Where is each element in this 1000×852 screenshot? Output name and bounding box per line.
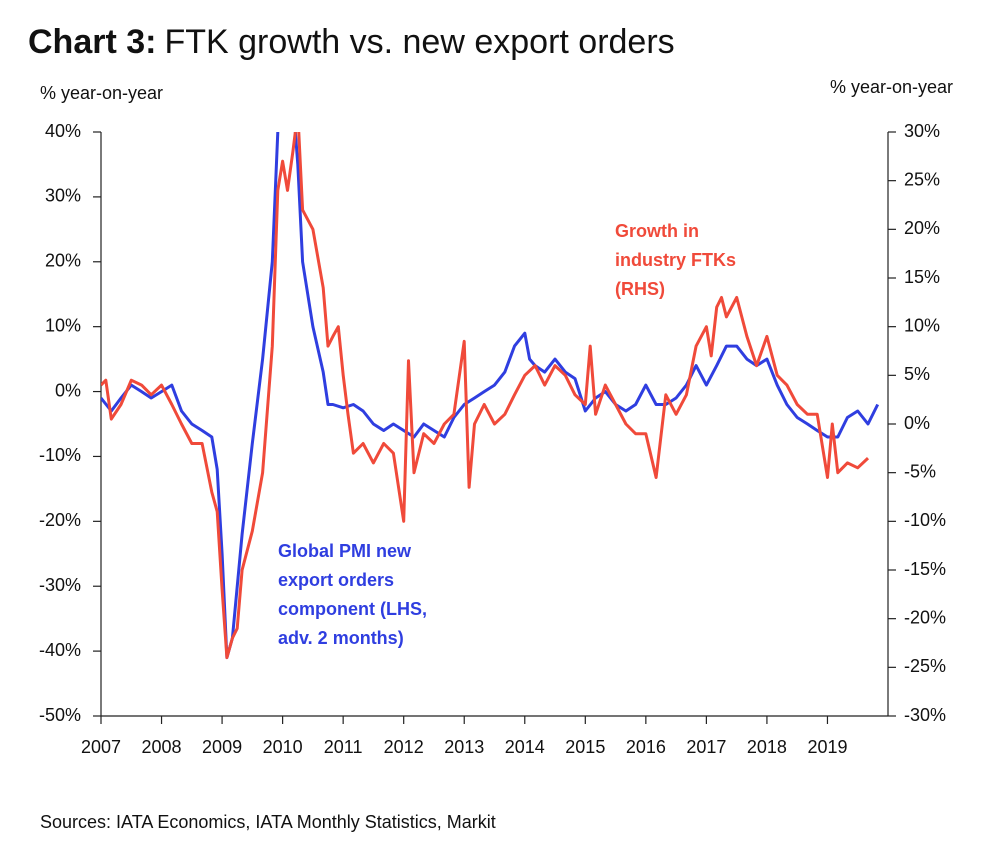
x-tick-label: 2008 — [142, 737, 182, 757]
y2-tick-label: -30% — [904, 705, 946, 725]
y2-tick-label: 10% — [904, 315, 940, 335]
title-text: FTK growth vs. new export orders — [164, 23, 674, 61]
x-tick-label: 2018 — [747, 737, 787, 757]
y-tick-label: 20% — [45, 251, 81, 271]
title-prefix: Chart 3: — [28, 23, 156, 61]
y2-tick-label: 5% — [904, 364, 930, 384]
x-tick-label: 2011 — [324, 737, 363, 757]
y-tick-label: 0% — [55, 380, 81, 400]
y-tick-label: 40% — [45, 121, 81, 141]
y-tick-label: -30% — [39, 575, 81, 595]
series-label: Global PMI new export orders component (LH… — [278, 541, 427, 648]
x-tick-label: 2009 — [202, 737, 242, 757]
x-tick-label: 2019 — [807, 737, 847, 757]
y2-tick-label: 15% — [904, 267, 940, 287]
y2-tick-label: -20% — [904, 607, 946, 627]
y2-tick-label: 30% — [904, 121, 940, 141]
x-tick-label: 2014 — [505, 737, 545, 757]
x-tick-label: 2012 — [384, 737, 424, 757]
y-axis-label: % year-on-year — [40, 83, 163, 103]
x-tick-label: 2015 — [565, 737, 605, 757]
x-tick-label: 2010 — [263, 737, 303, 757]
series-line — [101, 132, 880, 660]
y-tick-label: -10% — [39, 445, 81, 465]
x-tick-label: 2007 — [81, 737, 121, 757]
y2-tick-label: 25% — [904, 169, 940, 189]
x-tick-label: 2016 — [626, 737, 666, 757]
series-line — [101, 132, 870, 660]
y-tick-label: -50% — [39, 705, 81, 725]
plot-area — [101, 132, 880, 660]
y-tick-label: -40% — [39, 640, 81, 660]
series-label: Growth in industry FTKs (RHS) — [615, 221, 736, 299]
y2-tick-label: 20% — [904, 218, 940, 238]
y-tick-label: -20% — [39, 510, 81, 530]
y2-tick-label: -25% — [904, 656, 946, 676]
y2-tick-label: 0% — [904, 413, 930, 433]
chart-title: Chart 3: FTK growth vs. new export orders — [28, 23, 675, 61]
y2-tick-label: -5% — [904, 461, 936, 481]
y-tick-label: 30% — [45, 186, 81, 206]
y2-tick-label: -15% — [904, 559, 946, 579]
y2-tick-label: -10% — [904, 510, 946, 530]
y-tick-label: 10% — [45, 315, 81, 335]
source-note: Sources: IATA Economics, IATA Monthly St… — [40, 812, 496, 832]
y2-axis-label: % year-on-year — [830, 77, 953, 97]
x-tick-label: 2013 — [444, 737, 484, 757]
x-tick-label: 2017 — [686, 737, 726, 757]
